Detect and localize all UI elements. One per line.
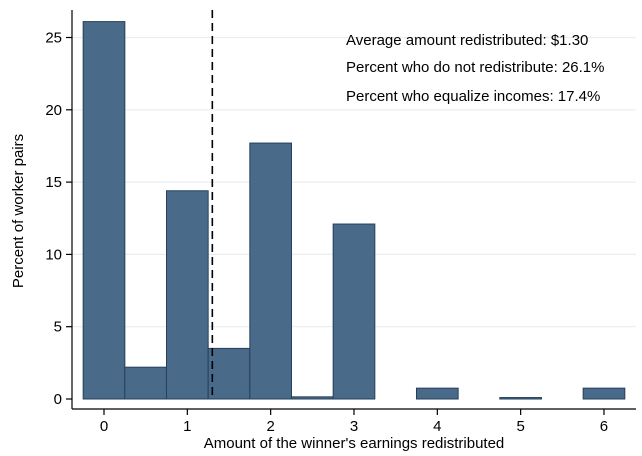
bars [82,21,626,400]
annotation-average: Average amount redistributed: $1.30 [346,32,588,49]
annotation-no-redistribute: Percent who do not redistribute: 26.1% [346,59,605,76]
y-axis-title: Percent of worker pairs [10,134,27,288]
y-tick-label-25: 25 [45,30,62,47]
x-tick-label-5: 5 [516,418,524,435]
y-tick-label-15: 15 [45,174,62,191]
x-tick-label-2: 2 [266,418,274,435]
x-tick-label-1: 1 [183,418,191,435]
y-tick-label-20: 20 [45,102,62,119]
axes [66,10,636,415]
y-tick-label-0: 0 [54,391,62,408]
bar-5 [290,396,334,400]
bar-6 [332,223,376,400]
bar-7 [415,387,459,400]
x-axis-title: Amount of the winner's earnings redistri… [204,435,505,452]
bar-3 [207,347,251,400]
bar-0 [82,21,126,400]
bar-9 [582,387,626,400]
annotation-equalize: Percent who equalize incomes: 17.4% [346,88,600,105]
y-tick-label-5: 5 [54,319,62,336]
bar-4 [249,142,292,400]
bar-8 [499,397,542,400]
bar-1 [124,366,167,400]
x-tick-label-3: 3 [350,418,358,435]
tick-labels: 0 5 10 15 20 25 0 1 2 3 4 5 6 [45,30,608,436]
x-tick-label-0: 0 [100,418,108,435]
bar-2 [165,190,209,400]
x-tick-label-6: 6 [600,418,608,435]
y-tick-label-10: 10 [45,246,62,263]
annotations: Average amount redistributed: $1.30 Perc… [346,32,605,105]
x-tick-label-4: 4 [433,418,441,435]
